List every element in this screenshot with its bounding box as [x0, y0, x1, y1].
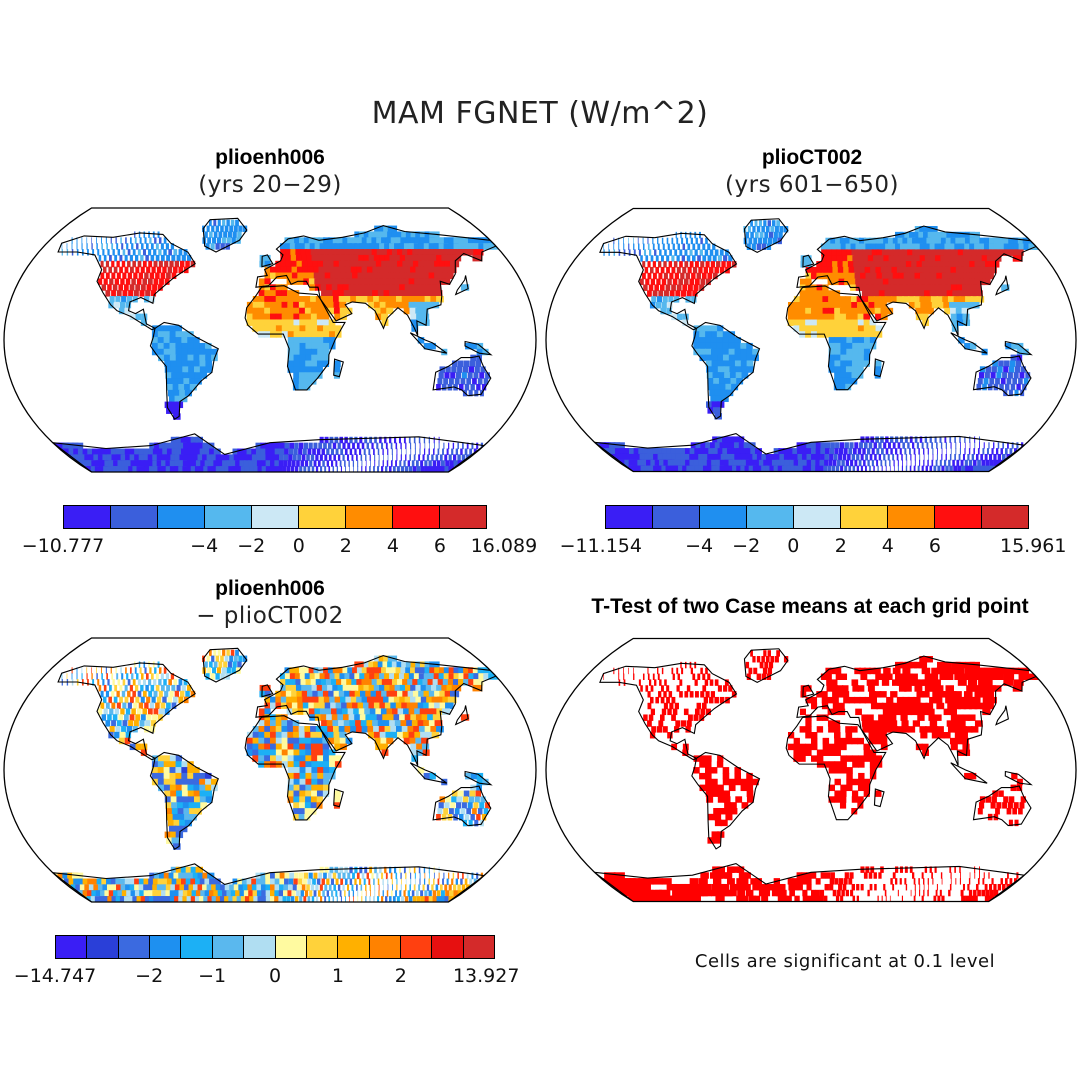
colorbar-swatch [432, 936, 464, 958]
colorbar-swatch [369, 936, 401, 958]
tick-label: 2 [394, 965, 407, 987]
tick-label: −2 [732, 535, 761, 557]
colorbar-swatch [888, 506, 935, 528]
tick-label: 0 [787, 535, 800, 557]
tick-label: −4 [685, 535, 714, 557]
colorbar-swatch [440, 506, 486, 528]
tick-label: 0 [268, 965, 282, 987]
tick-label: −1 [198, 965, 227, 987]
panel-subtitle-top-right: (yrs 601−650) [725, 172, 899, 198]
colorbar-swatch [64, 506, 111, 528]
colorbar-swatch [346, 506, 393, 528]
panel-subtitle-top-left: (yrs 20−29) [198, 172, 342, 198]
figure-title: MAM FGNET (W/m^2) [371, 96, 709, 131]
colorbar-swatch [111, 506, 158, 528]
colorbar-swatch [244, 936, 276, 958]
panel-subtitle-bottom-left: − plioCT002 [196, 603, 344, 629]
colorbar-swatch [982, 506, 1028, 528]
colorbar-swatch [606, 506, 653, 528]
colorbar-swatch [935, 506, 982, 528]
colorbar-swatch [181, 936, 213, 958]
tick-label: −4 [190, 535, 219, 557]
panel-title-bottom-right: T-Test of two Case means at each grid po… [591, 595, 1029, 618]
tick-label: 2 [834, 535, 847, 557]
colorbar-ticks-bottom-left: −14.747 −2 −1 0 1 2 13.927 [14, 965, 520, 989]
colorbar-swatch [275, 936, 307, 958]
colorbar-swatch [400, 936, 433, 958]
tick-label: 6 [928, 535, 941, 557]
tick-label: 0 [292, 535, 305, 557]
panel-title-top-right: plioCT002 [761, 146, 863, 169]
colorbar-swatch [700, 506, 747, 528]
colorbar-swatch [118, 936, 151, 958]
significance-note: Cells are significant at 0.1 level [694, 951, 996, 972]
tick-label: 16.089 [470, 535, 538, 557]
colorbar-swatch [463, 936, 495, 958]
colorbar-swatch [653, 506, 700, 528]
tick-label: 15.961 [999, 535, 1067, 557]
colorbar-swatch [299, 506, 346, 528]
tick-label: −2 [237, 535, 266, 557]
tick-label: 13.927 [452, 965, 520, 987]
colorbar-ticks-top-right: −11.154 −4 −2 0 2 4 6 15.961 [560, 535, 1067, 559]
map-bottom-right [545, 637, 1077, 903]
colorbar-swatch [747, 506, 794, 528]
colorbar-swatch [393, 506, 440, 528]
tick-label: 1 [331, 965, 344, 987]
tick-label: −14.747 [13, 965, 97, 987]
colorbar-swatch [158, 506, 205, 528]
colorbar-swatch [205, 506, 252, 528]
map-bottom-left [3, 637, 537, 903]
colorbar-swatch [87, 936, 119, 958]
tick-label: 4 [386, 535, 399, 557]
colorbar-swatch [56, 936, 88, 958]
colorbar-swatch [794, 506, 841, 528]
panel-title-bottom-left: plioenh006 [215, 577, 325, 600]
panel-title-top-left: plioenh006 [215, 146, 325, 169]
colorbar-bottom-left [55, 935, 495, 959]
tick-label: −10.777 [21, 535, 105, 557]
colorbar-top-left [63, 505, 487, 529]
colorbar-swatch [150, 936, 182, 958]
tick-label: 2 [339, 535, 352, 557]
tick-label: −11.154 [559, 535, 642, 557]
map-top-left [3, 207, 537, 473]
tick-label: −2 [135, 965, 164, 987]
colorbar-swatch [841, 506, 888, 528]
map-top-right [545, 207, 1077, 473]
colorbar-swatch [338, 936, 370, 958]
colorbar-ticks-top-left: −10.777 −4 −2 0 2 4 6 16.089 [22, 535, 537, 559]
colorbar-top-right [605, 505, 1029, 529]
tick-label: 6 [433, 535, 446, 557]
colorbar-swatch [306, 936, 339, 958]
colorbar-swatch [252, 506, 299, 528]
colorbar-swatch [212, 936, 245, 958]
tick-label: 4 [881, 535, 894, 557]
